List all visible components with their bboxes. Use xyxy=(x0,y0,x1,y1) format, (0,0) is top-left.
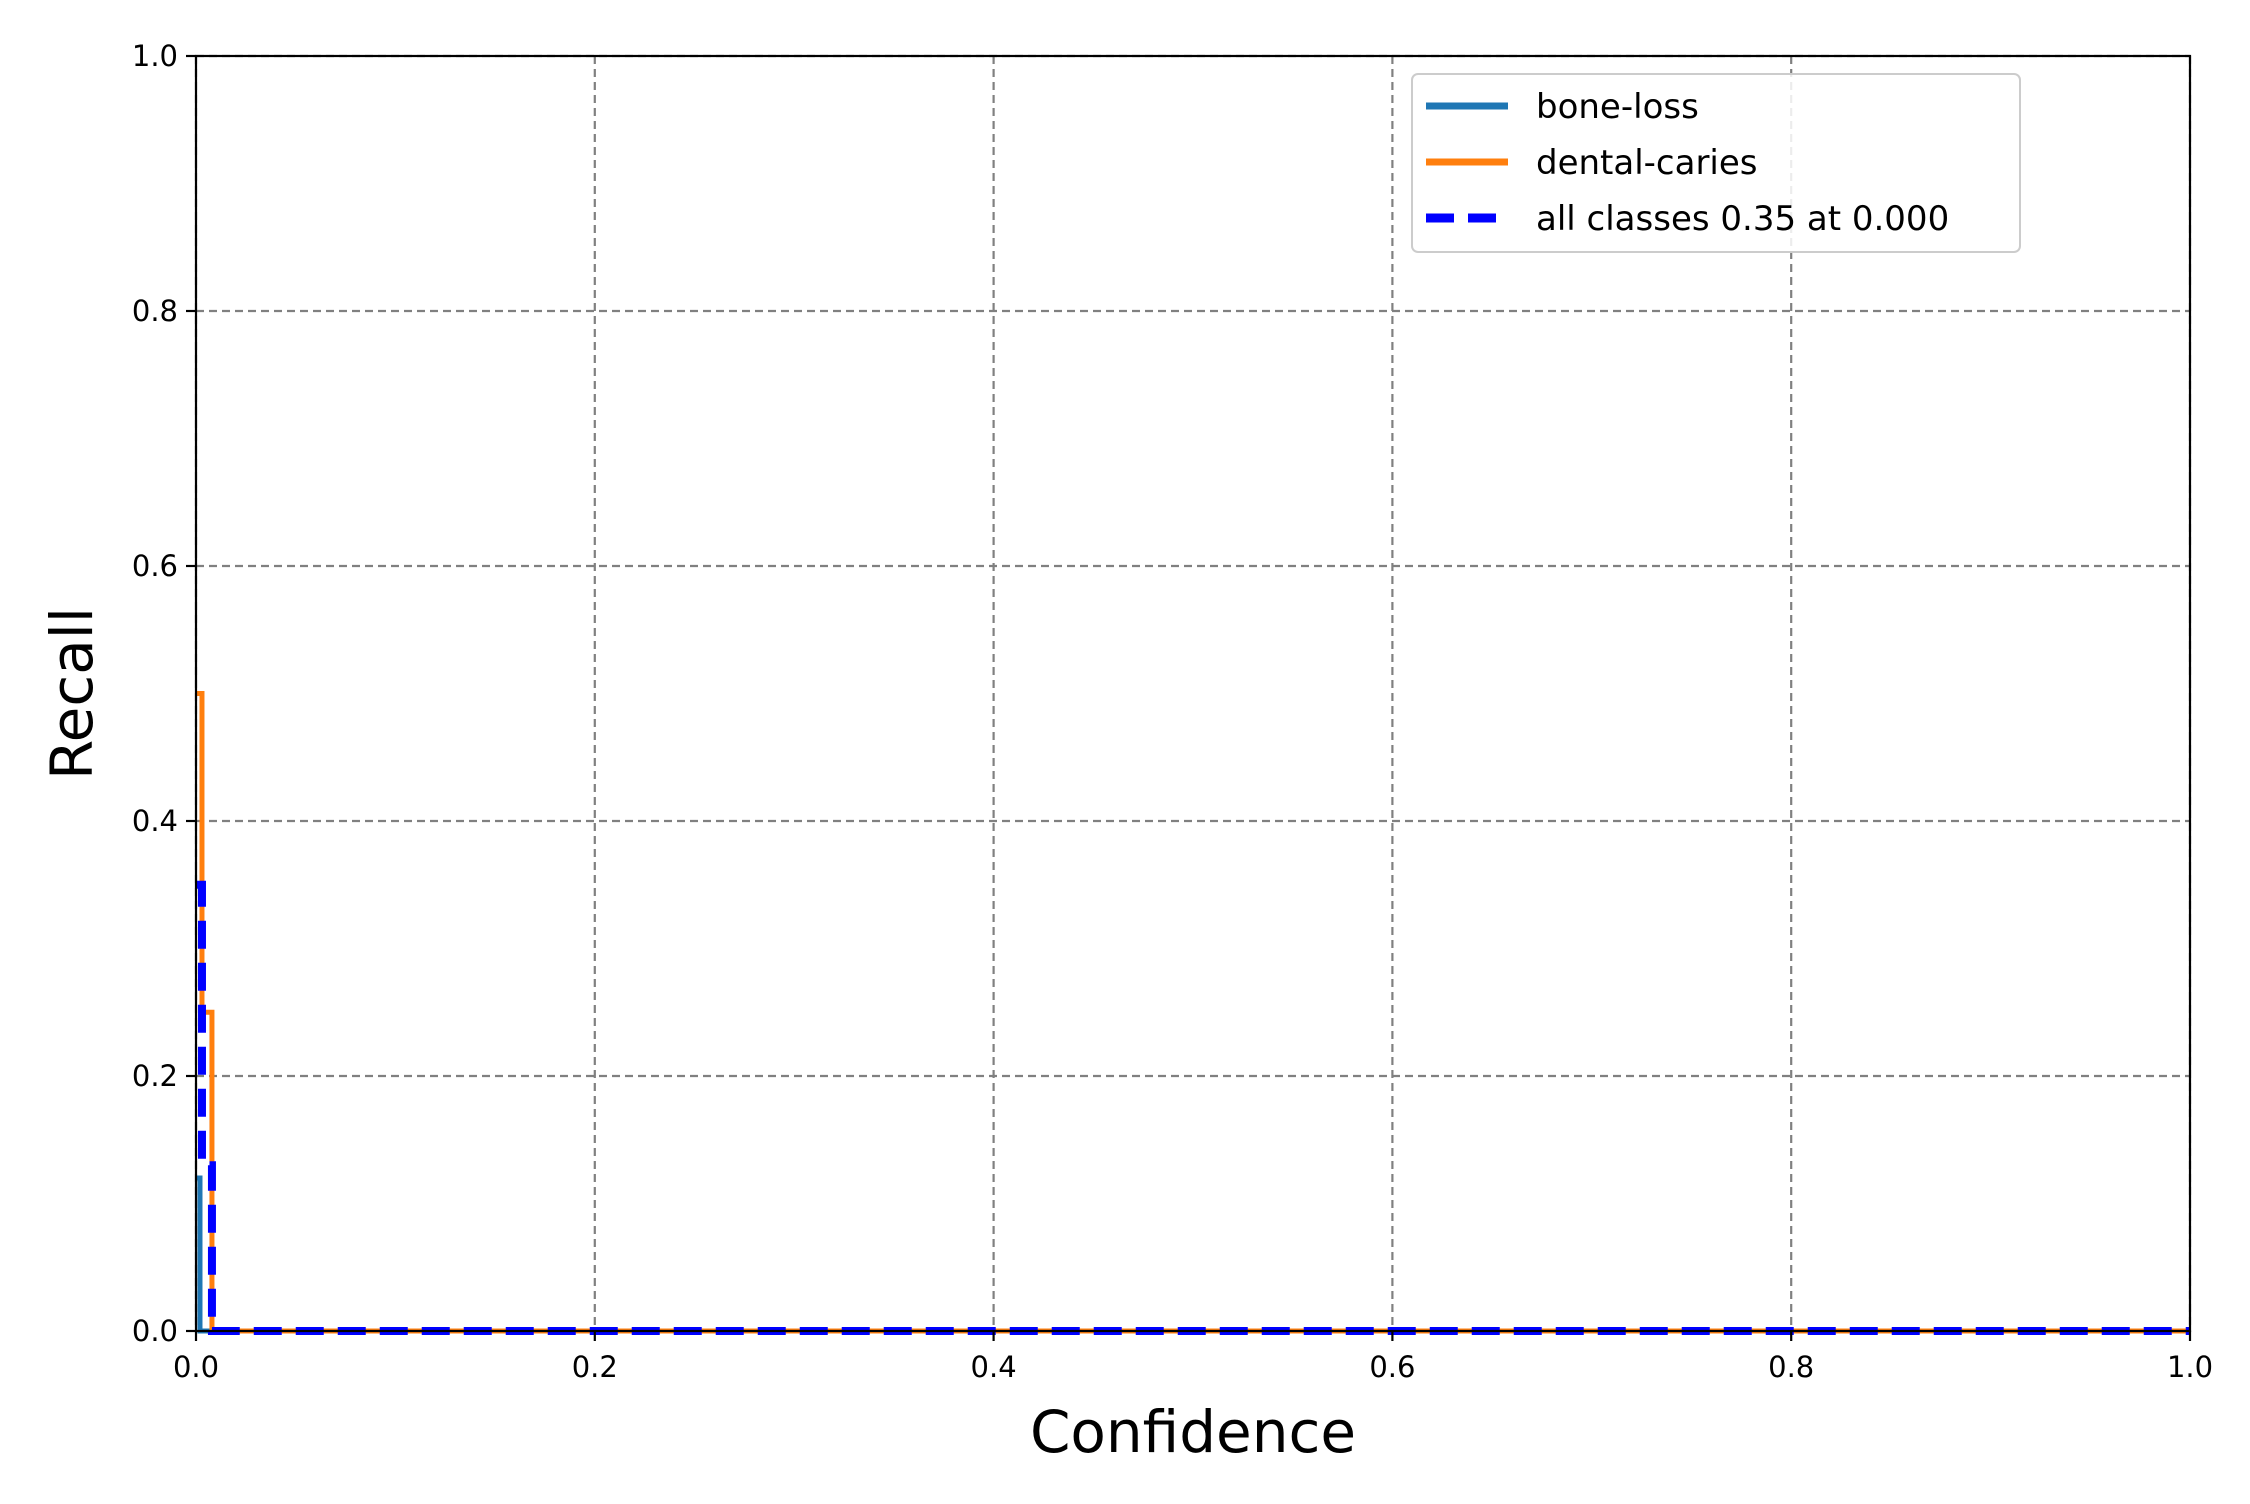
x-tick-label: 0.8 xyxy=(1768,1350,1814,1384)
series-line-bone-loss xyxy=(196,1175,2190,1334)
x-tick-label: 0.6 xyxy=(1369,1350,1415,1384)
x-tick-label: 1.0 xyxy=(2167,1350,2213,1384)
y-tick-label: 0.8 xyxy=(132,294,178,328)
plot-layer xyxy=(196,691,2190,1335)
x-axis-title: Confidence xyxy=(1030,1398,1356,1466)
plot-frame xyxy=(194,54,2192,1333)
legend-label: all classes 0.35 at 0.000 xyxy=(1536,199,1949,239)
axes-layer: 0.0 0.2 0.4 0.6 0.8 1.0 0.0 0.2 0.4 0.6 0.8 1.0 Conf… xyxy=(38,39,2213,1466)
y-tick-label: 0.0 xyxy=(132,1314,178,1348)
series-line-all xyxy=(196,880,2190,1335)
x-tick-label: 0.2 xyxy=(572,1350,618,1384)
legend: bone-loss dental-caries all classes 0.35 a… xyxy=(1411,73,2021,253)
y-tick-label: 0.4 xyxy=(132,804,178,838)
y-tick-label: 0.6 xyxy=(132,549,178,583)
x-tick-label: 0.4 xyxy=(971,1350,1017,1384)
x-tick-label: 0.0 xyxy=(173,1350,219,1384)
series-line-dental-caries xyxy=(196,691,2190,1334)
y-tick-label: 0.2 xyxy=(132,1059,178,1093)
y-axis-title: Recall xyxy=(38,607,106,780)
y-tick-label: 1.0 xyxy=(132,39,178,73)
legend-box xyxy=(1411,73,2021,253)
legend-label: bone-loss xyxy=(1536,87,1699,127)
legend-label: dental-caries xyxy=(1536,143,1758,183)
